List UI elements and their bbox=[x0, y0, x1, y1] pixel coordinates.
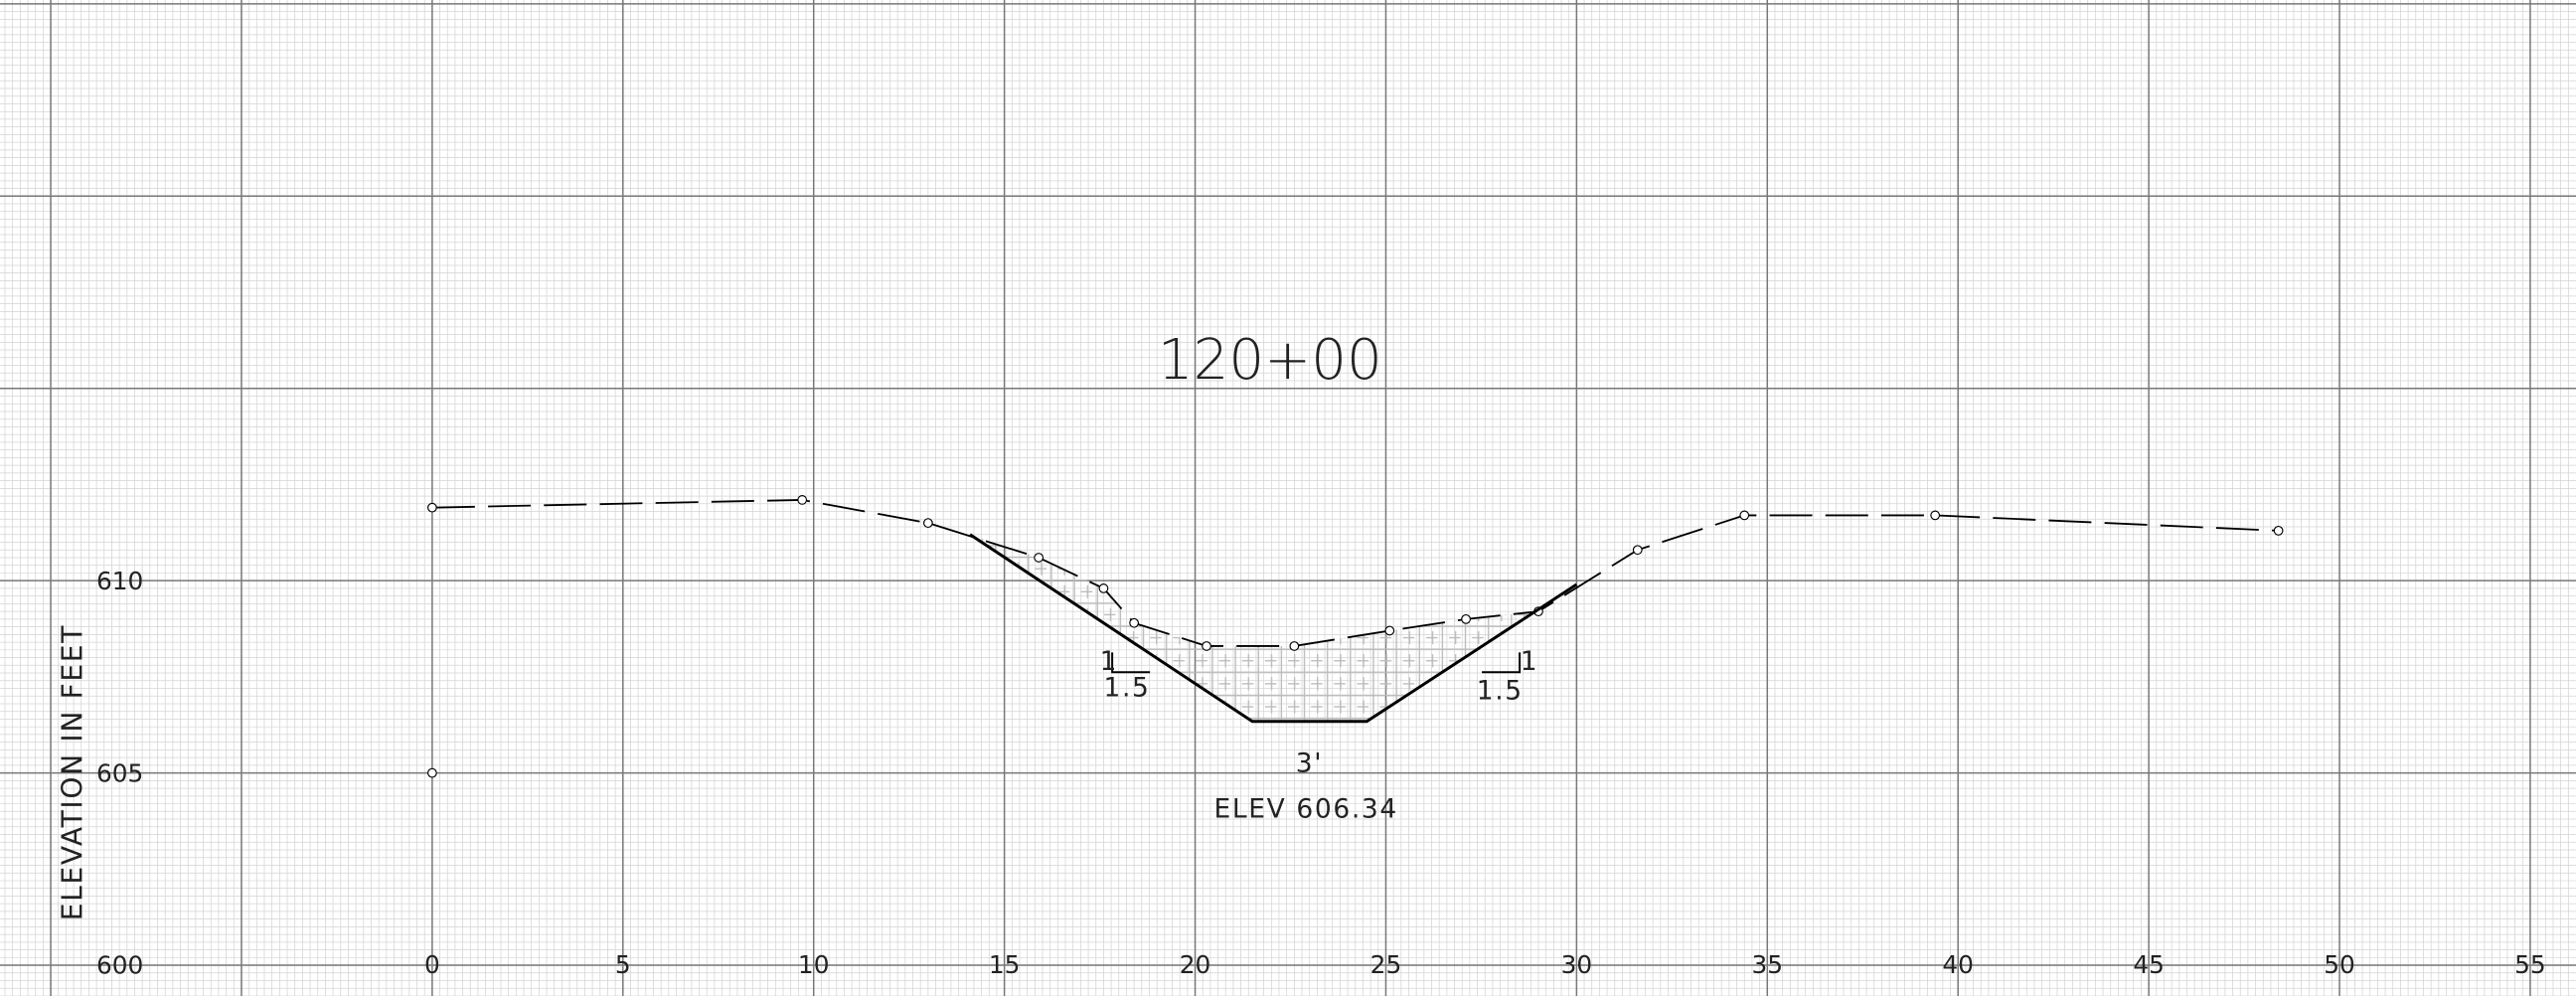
point-marker bbox=[922, 518, 933, 529]
y-tick-label: 605 bbox=[96, 758, 143, 787]
point-marker bbox=[1098, 583, 1109, 593]
annotation: 1.5 bbox=[1477, 676, 1524, 707]
point-marker bbox=[2273, 526, 2284, 536]
x-tick-label: 10 bbox=[798, 950, 830, 979]
y-tick-label: 610 bbox=[96, 567, 143, 595]
point-marker bbox=[1384, 625, 1395, 636]
point-marker bbox=[427, 767, 437, 778]
x-tick-label: 50 bbox=[2324, 950, 2355, 979]
x-tick-label: 35 bbox=[1752, 950, 1784, 979]
x-tick-label: 20 bbox=[1180, 950, 1211, 979]
y-tick-label: 600 bbox=[96, 951, 143, 980]
x-tick-label: 0 bbox=[424, 950, 440, 979]
slope-symbol bbox=[1111, 652, 1522, 674]
x-tick-label: 15 bbox=[989, 950, 1021, 979]
annotation: ELEV 606.34 bbox=[1214, 794, 1398, 825]
annotation: 1 bbox=[1521, 646, 1538, 677]
annotation: 1.5 bbox=[1103, 672, 1150, 703]
x-tick-label: 55 bbox=[2514, 950, 2546, 979]
fill-hatch bbox=[970, 534, 1577, 722]
chart-title: 120+00 bbox=[1158, 328, 1382, 393]
point-marker bbox=[1034, 553, 1045, 563]
x-tick-label: 40 bbox=[1942, 950, 1974, 979]
x-tick-label: 25 bbox=[1370, 950, 1402, 979]
plot bbox=[427, 495, 2284, 778]
annotation: 3' bbox=[1296, 747, 1323, 778]
point-marker bbox=[1289, 641, 1300, 651]
point-marker bbox=[1202, 641, 1211, 651]
point-marker bbox=[797, 495, 808, 505]
design-section-line bbox=[969, 533, 1578, 724]
annotation: 1 bbox=[1100, 646, 1118, 677]
point-marker bbox=[1129, 617, 1140, 628]
point-marker bbox=[427, 502, 437, 513]
y-axis-label: ELEVATION IN FEET bbox=[56, 624, 88, 920]
point-marker bbox=[1632, 545, 1643, 556]
point-marker bbox=[1739, 510, 1750, 521]
point-marker bbox=[1930, 510, 1941, 521]
point-marker bbox=[1461, 613, 1471, 624]
x-tick-label: 45 bbox=[2133, 950, 2165, 979]
x-tick-label: 5 bbox=[615, 950, 631, 979]
x-tick-label: 30 bbox=[1561, 950, 1593, 979]
